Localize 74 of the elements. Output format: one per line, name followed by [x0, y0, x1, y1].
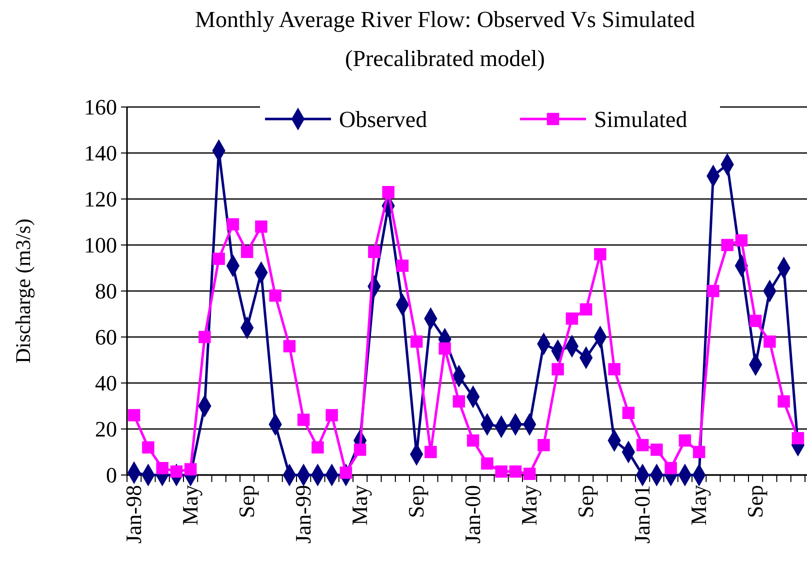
point: [509, 465, 522, 478]
point: [594, 248, 606, 260]
point: [156, 462, 168, 474]
x-tick-label: May: [686, 485, 712, 526]
point: [580, 303, 592, 316]
legend-label: Observed: [339, 107, 428, 132]
point: [128, 409, 140, 422]
point: [778, 395, 790, 408]
point: [749, 314, 762, 328]
point: [664, 462, 677, 474]
legend-label: Simulated: [594, 107, 688, 132]
point: [226, 218, 240, 230]
point: [538, 438, 550, 452]
y-tick-label: 40: [95, 370, 117, 396]
point: [466, 434, 480, 447]
x-tick-label: Sep: [742, 485, 768, 518]
point: [382, 186, 394, 198]
point: [424, 446, 437, 458]
point: [552, 363, 564, 376]
y-tick-label: 160: [84, 94, 117, 120]
point: [326, 409, 338, 422]
point: [735, 234, 748, 247]
y-tick-label: 20: [95, 416, 117, 442]
x-tick-label: Jan-99: [290, 485, 316, 544]
point: [368, 246, 380, 258]
point: [212, 252, 225, 265]
x-tick-label: May: [516, 485, 542, 526]
point: [396, 260, 409, 272]
chart-title: Monthly Average River Flow: Observed Vs Simulated: [195, 7, 696, 32]
x-tick-label: Sep: [234, 485, 260, 518]
x-tick-label: May: [347, 485, 372, 526]
x-tick-label: Jan-00: [460, 485, 486, 544]
point: [255, 220, 268, 233]
y-tick-label: 60: [95, 324, 117, 350]
x-tick-label: Jan-01: [630, 485, 655, 544]
point: [142, 441, 154, 454]
point: [678, 434, 692, 447]
x-tick-label: Sep: [404, 485, 429, 518]
y-axis-title: Discharge (m3/s): [11, 218, 35, 364]
point: [636, 438, 649, 452]
x-tick-label: May: [178, 485, 203, 526]
point: [622, 406, 635, 420]
point: [608, 363, 620, 376]
point: [692, 446, 706, 458]
point: [481, 457, 494, 470]
point: [566, 312, 578, 325]
point: [198, 330, 211, 344]
x-tick-label: Sep: [573, 485, 598, 518]
y-tick-label: 140: [84, 140, 117, 166]
point: [707, 284, 720, 298]
point: [410, 335, 423, 348]
y-tick-label: 80: [95, 278, 117, 304]
point: [240, 246, 254, 258]
chart-subtitle: (Precalibrated model): [345, 46, 545, 71]
point: [792, 432, 804, 444]
point: [170, 465, 183, 478]
point: [354, 444, 366, 456]
point: [650, 444, 663, 456]
point: [184, 463, 197, 476]
point: [283, 340, 296, 352]
point: [721, 238, 734, 252]
y-tick-label: 120: [84, 186, 117, 212]
x-tick-label: Jan-98: [121, 485, 146, 544]
point: [495, 465, 508, 478]
point: [297, 414, 310, 426]
point: [452, 395, 466, 408]
point: [523, 468, 536, 480]
point: [312, 441, 324, 454]
point: [340, 466, 352, 479]
y-tick-label: 0: [106, 462, 117, 488]
point: [764, 335, 776, 348]
point: [269, 289, 282, 302]
point: [438, 342, 451, 355]
y-tick-label: 100: [84, 232, 117, 258]
